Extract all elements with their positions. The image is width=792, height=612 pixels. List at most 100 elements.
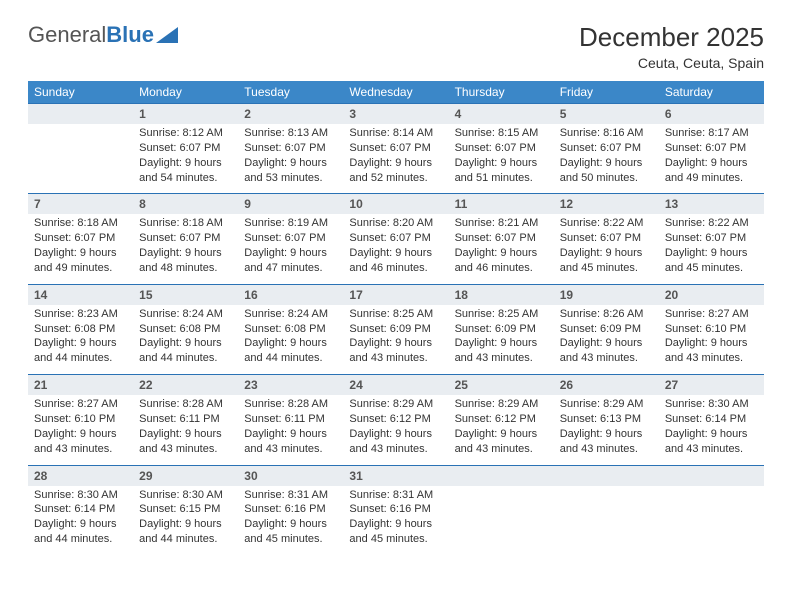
sunrise-text: Sunrise: 8:22 AM: [560, 216, 653, 231]
sunset-text: Sunset: 6:09 PM: [455, 322, 548, 337]
day-content-cell: Sunrise: 8:24 AMSunset: 6:08 PMDaylight:…: [238, 305, 343, 375]
sunset-text: Sunset: 6:07 PM: [349, 141, 442, 156]
day-number-cell: 5: [554, 104, 659, 125]
daylight-text: Daylight: 9 hours and 45 minutes.: [560, 246, 653, 276]
day-number-cell: 14: [28, 284, 133, 305]
logo-triangle-icon: [156, 27, 178, 43]
daylight-text: Daylight: 9 hours and 53 minutes.: [244, 156, 337, 186]
day-content-cell: Sunrise: 8:30 AMSunset: 6:14 PMDaylight:…: [659, 395, 764, 465]
day-content-cell: Sunrise: 8:22 AMSunset: 6:07 PMDaylight:…: [659, 214, 764, 284]
daylight-text: Daylight: 9 hours and 43 minutes.: [560, 427, 653, 457]
day-content-cell: Sunrise: 8:14 AMSunset: 6:07 PMDaylight:…: [343, 124, 448, 194]
calendar-header-row: SundayMondayTuesdayWednesdayThursdayFrid…: [28, 81, 764, 104]
sunrise-text: Sunrise: 8:29 AM: [349, 397, 442, 412]
day-number-cell: [554, 465, 659, 486]
daylight-text: Daylight: 9 hours and 43 minutes.: [560, 336, 653, 366]
day-content-cell: [554, 486, 659, 555]
day-number-cell: 17: [343, 284, 448, 305]
weekday-header: Sunday: [28, 81, 133, 104]
location-text: Ceuta, Ceuta, Spain: [579, 55, 764, 71]
daylight-text: Daylight: 9 hours and 43 minutes.: [139, 427, 232, 457]
day-number-cell: 22: [133, 375, 238, 396]
sunset-text: Sunset: 6:07 PM: [560, 231, 653, 246]
day-content-cell: Sunrise: 8:15 AMSunset: 6:07 PMDaylight:…: [449, 124, 554, 194]
sunrise-text: Sunrise: 8:27 AM: [665, 307, 758, 322]
daylight-text: Daylight: 9 hours and 49 minutes.: [34, 246, 127, 276]
calendar-table: SundayMondayTuesdayWednesdayThursdayFrid…: [28, 81, 764, 555]
daylight-text: Daylight: 9 hours and 43 minutes.: [349, 427, 442, 457]
sunset-text: Sunset: 6:07 PM: [455, 231, 548, 246]
day-number-cell: [449, 465, 554, 486]
sunset-text: Sunset: 6:07 PM: [244, 141, 337, 156]
day-number-cell: 2: [238, 104, 343, 125]
month-title: December 2025: [579, 22, 764, 53]
sunrise-text: Sunrise: 8:29 AM: [455, 397, 548, 412]
day-content-row: Sunrise: 8:30 AMSunset: 6:14 PMDaylight:…: [28, 486, 764, 555]
sunrise-text: Sunrise: 8:30 AM: [139, 488, 232, 503]
day-content-row: Sunrise: 8:23 AMSunset: 6:08 PMDaylight:…: [28, 305, 764, 375]
daylight-text: Daylight: 9 hours and 46 minutes.: [455, 246, 548, 276]
sunset-text: Sunset: 6:07 PM: [665, 231, 758, 246]
daylight-text: Daylight: 9 hours and 50 minutes.: [560, 156, 653, 186]
sunset-text: Sunset: 6:12 PM: [349, 412, 442, 427]
sunset-text: Sunset: 6:07 PM: [139, 231, 232, 246]
day-content-cell: Sunrise: 8:28 AMSunset: 6:11 PMDaylight:…: [238, 395, 343, 465]
daylight-text: Daylight: 9 hours and 43 minutes.: [455, 336, 548, 366]
sunset-text: Sunset: 6:14 PM: [34, 502, 127, 517]
day-number-row: 123456: [28, 104, 764, 125]
day-number-cell: 3: [343, 104, 448, 125]
day-number-cell: [659, 465, 764, 486]
sunset-text: Sunset: 6:15 PM: [139, 502, 232, 517]
day-content-cell: Sunrise: 8:25 AMSunset: 6:09 PMDaylight:…: [343, 305, 448, 375]
day-number-row: 28293031: [28, 465, 764, 486]
daylight-text: Daylight: 9 hours and 44 minutes.: [34, 517, 127, 547]
sunset-text: Sunset: 6:13 PM: [560, 412, 653, 427]
sunset-text: Sunset: 6:07 PM: [665, 141, 758, 156]
sunset-text: Sunset: 6:07 PM: [349, 231, 442, 246]
day-number-cell: 18: [449, 284, 554, 305]
calendar-page: GeneralBlue December 2025 Ceuta, Ceuta, …: [0, 0, 792, 555]
sunset-text: Sunset: 6:07 PM: [244, 231, 337, 246]
day-number-cell: 7: [28, 194, 133, 215]
daylight-text: Daylight: 9 hours and 43 minutes.: [244, 427, 337, 457]
day-number-cell: 29: [133, 465, 238, 486]
day-number-cell: 4: [449, 104, 554, 125]
daylight-text: Daylight: 9 hours and 48 minutes.: [139, 246, 232, 276]
day-content-cell: Sunrise: 8:27 AMSunset: 6:10 PMDaylight:…: [659, 305, 764, 375]
day-number-cell: 15: [133, 284, 238, 305]
sunset-text: Sunset: 6:16 PM: [244, 502, 337, 517]
sunset-text: Sunset: 6:10 PM: [34, 412, 127, 427]
day-content-cell: [659, 486, 764, 555]
sunset-text: Sunset: 6:07 PM: [560, 141, 653, 156]
sunset-text: Sunset: 6:16 PM: [349, 502, 442, 517]
day-number-cell: 24: [343, 375, 448, 396]
day-number-row: 78910111213: [28, 194, 764, 215]
daylight-text: Daylight: 9 hours and 43 minutes.: [455, 427, 548, 457]
day-number-cell: 1: [133, 104, 238, 125]
sunset-text: Sunset: 6:10 PM: [665, 322, 758, 337]
day-number-cell: 16: [238, 284, 343, 305]
weekday-header: Thursday: [449, 81, 554, 104]
day-content-cell: Sunrise: 8:30 AMSunset: 6:15 PMDaylight:…: [133, 486, 238, 555]
sunset-text: Sunset: 6:07 PM: [455, 141, 548, 156]
day-content-cell: Sunrise: 8:13 AMSunset: 6:07 PMDaylight:…: [238, 124, 343, 194]
daylight-text: Daylight: 9 hours and 46 minutes.: [349, 246, 442, 276]
day-number-cell: 31: [343, 465, 448, 486]
sunrise-text: Sunrise: 8:17 AM: [665, 126, 758, 141]
day-content-cell: Sunrise: 8:23 AMSunset: 6:08 PMDaylight:…: [28, 305, 133, 375]
sunset-text: Sunset: 6:09 PM: [560, 322, 653, 337]
calendar-body: 123456 Sunrise: 8:12 AMSunset: 6:07 PMDa…: [28, 104, 764, 555]
sunrise-text: Sunrise: 8:30 AM: [665, 397, 758, 412]
day-content-cell: Sunrise: 8:31 AMSunset: 6:16 PMDaylight:…: [343, 486, 448, 555]
sunrise-text: Sunrise: 8:31 AM: [244, 488, 337, 503]
day-content-cell: Sunrise: 8:18 AMSunset: 6:07 PMDaylight:…: [133, 214, 238, 284]
day-content-cell: Sunrise: 8:28 AMSunset: 6:11 PMDaylight:…: [133, 395, 238, 465]
day-content-cell: Sunrise: 8:26 AMSunset: 6:09 PMDaylight:…: [554, 305, 659, 375]
daylight-text: Daylight: 9 hours and 45 minutes.: [349, 517, 442, 547]
weekday-header: Monday: [133, 81, 238, 104]
sunrise-text: Sunrise: 8:15 AM: [455, 126, 548, 141]
sunset-text: Sunset: 6:12 PM: [455, 412, 548, 427]
day-number-cell: 28: [28, 465, 133, 486]
sunrise-text: Sunrise: 8:25 AM: [349, 307, 442, 322]
sunrise-text: Sunrise: 8:13 AM: [244, 126, 337, 141]
